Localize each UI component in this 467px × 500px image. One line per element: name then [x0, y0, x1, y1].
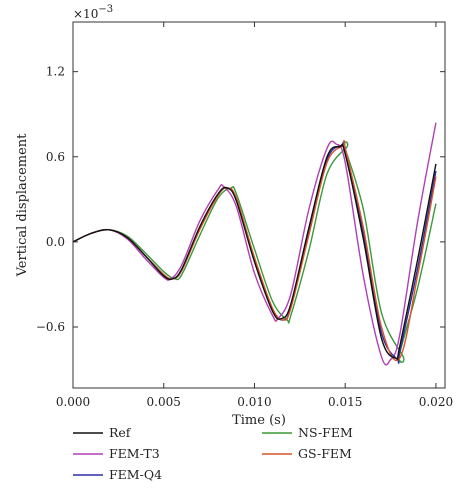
- x-axis-label: Time (s): [232, 413, 286, 428]
- x-tick-label: 0.020: [419, 395, 453, 409]
- legend-item: GS-FEM: [262, 446, 352, 461]
- x-tick-label: 0.005: [147, 395, 181, 409]
- series-line-fem-q4: [72, 141, 437, 364]
- x-tick-label: 0.015: [328, 395, 362, 409]
- legend-item: Ref: [73, 425, 132, 440]
- x-tick-label: 0.000: [56, 395, 90, 409]
- y-tick-label: 1.2: [46, 65, 65, 79]
- series-line-ns-fem: [72, 141, 437, 363]
- y-axis-label: Vertical displacement: [15, 133, 30, 278]
- legend-label: Ref: [109, 425, 132, 440]
- y-tick-label: −0.6: [36, 320, 65, 334]
- legend-label: NS-FEM: [298, 425, 353, 440]
- y-axis-multiplier: ×10−3: [73, 4, 113, 21]
- series-line-ref: [72, 143, 437, 361]
- legend-label: GS-FEM: [298, 446, 352, 461]
- plot-frame: [72, 21, 446, 389]
- y-tick-label: 0.0: [46, 235, 65, 249]
- legend-item: NS-FEM: [262, 425, 353, 440]
- y-tick-label: 0.6: [46, 150, 65, 164]
- y-axis-multiplier-base: ×10: [73, 7, 98, 21]
- legend-item: FEM-T3: [73, 446, 160, 461]
- series-layer: [72, 122, 437, 366]
- legend-label: FEM-T3: [109, 446, 160, 461]
- series-line-fem-t3: [72, 122, 437, 366]
- legend: Ref FEM-T3 FEM-Q4 NS-FEM GS-FEM: [73, 425, 353, 482]
- x-tick-label: 0.010: [237, 395, 271, 409]
- legend-item: FEM-Q4: [73, 467, 162, 482]
- y-axis-multiplier-exponent: −3: [98, 4, 113, 15]
- legend-label: FEM-Q4: [109, 467, 162, 482]
